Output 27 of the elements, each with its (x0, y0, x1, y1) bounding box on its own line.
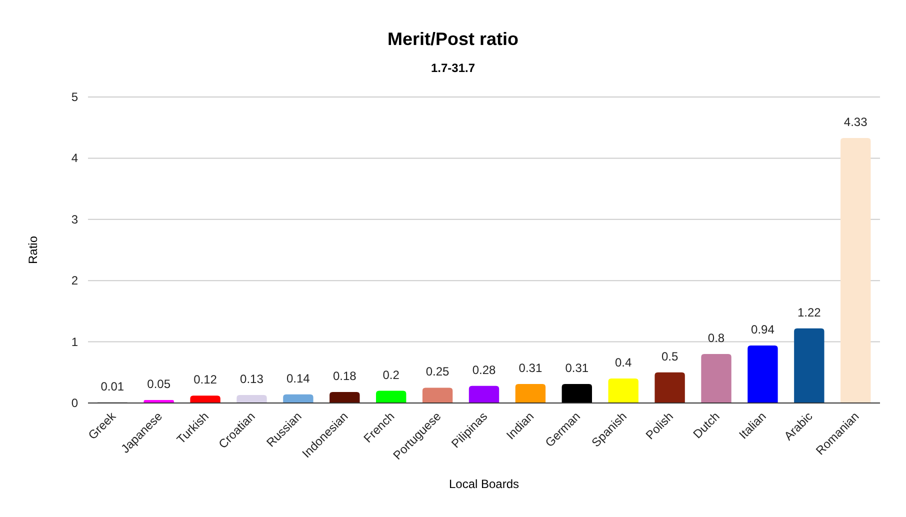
data-label: 0.31 (518, 361, 542, 376)
data-label: 0.25 (426, 364, 450, 379)
y-tick-label: 3 (71, 212, 78, 226)
y-tick-label: 5 (71, 90, 78, 104)
data-label: 0.94 (751, 322, 775, 336)
data-label: 0.8 (708, 331, 725, 346)
data-label: 0.31 (565, 361, 589, 376)
chart-subtitle: 1.7-31.7 (430, 61, 476, 75)
data-label: 0.01 (100, 379, 124, 394)
data-label: 1.22 (797, 305, 822, 320)
data-label: 0.14 (286, 371, 310, 386)
data-label: 0.13 (240, 372, 264, 386)
y-tick-label: 1 (71, 334, 78, 349)
y-tick-label: 4 (71, 151, 78, 166)
data-label: 0.12 (194, 372, 218, 387)
data-label: 0.4 (615, 356, 632, 370)
data-label: 4.33 (844, 115, 868, 130)
data-label: 0.5 (661, 349, 678, 364)
data-label: 0.2 (382, 368, 400, 382)
y-axis-title: Ratio (26, 236, 40, 264)
y-tick-label: 0 (71, 396, 78, 410)
data-label: 0.05 (147, 376, 171, 391)
chart-title: Merit/Post ratio (387, 29, 519, 49)
data-label: 0.28 (472, 362, 496, 377)
data-label: 0.18 (332, 368, 357, 383)
y-tick-label: 2 (71, 274, 78, 288)
x-axis-title: Local Boards (448, 477, 520, 491)
